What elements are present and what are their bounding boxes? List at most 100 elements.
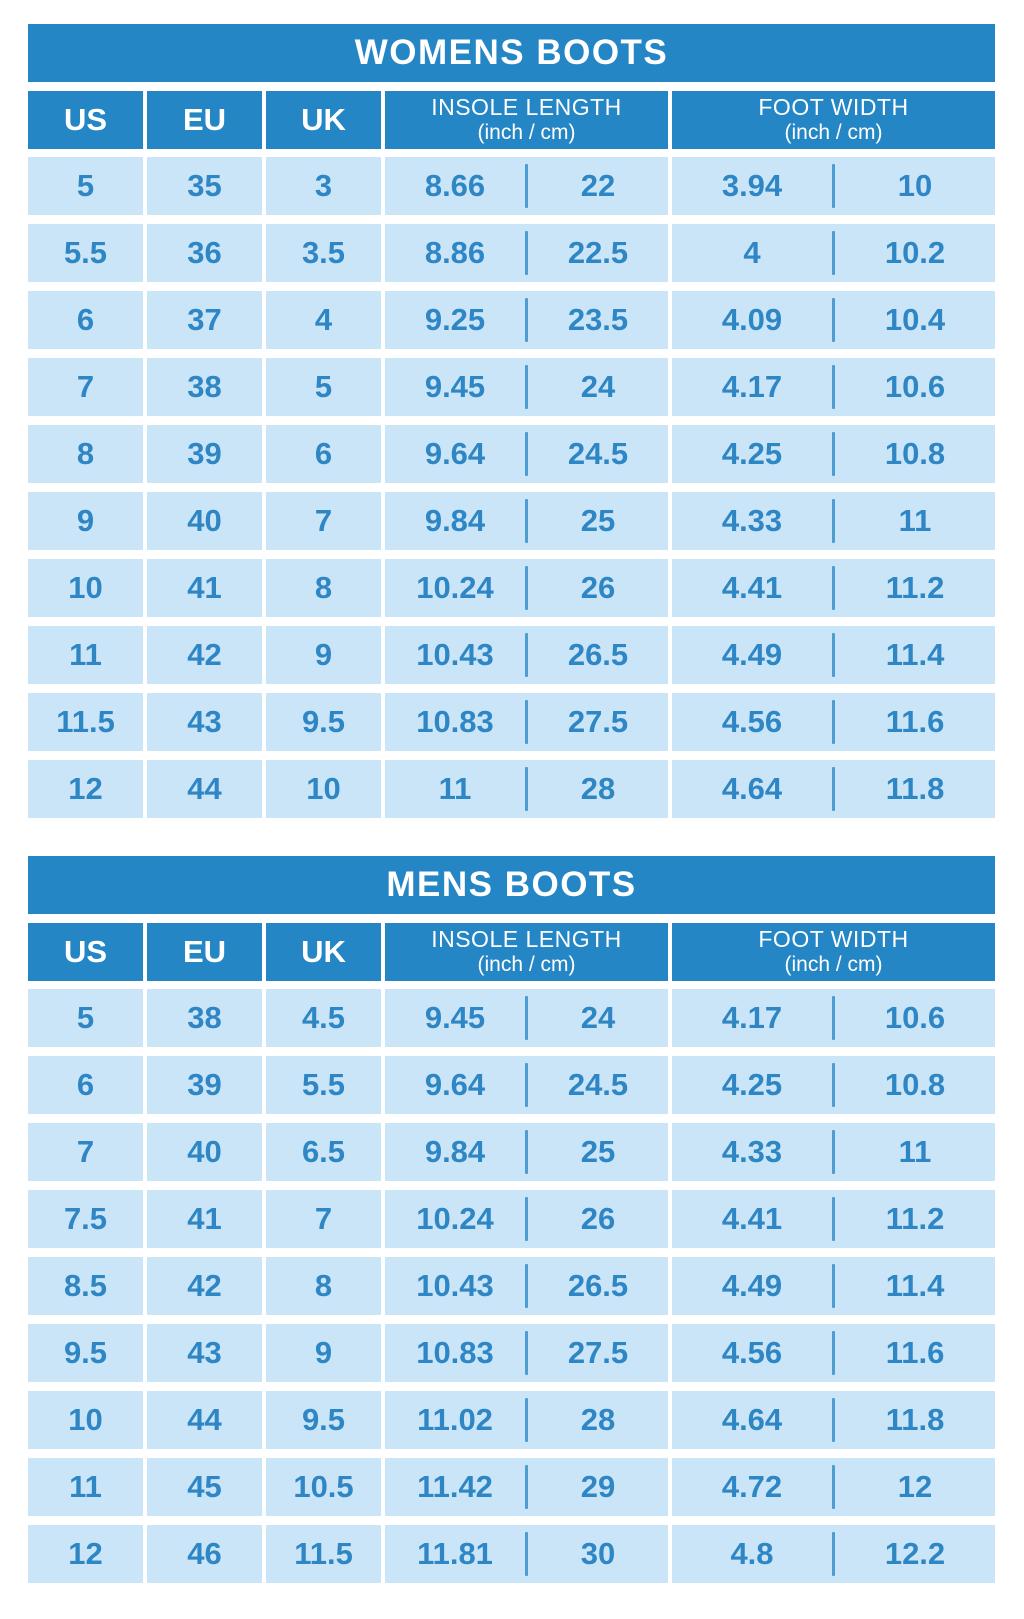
table-row: 10 44 9.5 11.02 28 4.64 11.8 — [28, 1391, 995, 1449]
table-row: 5.5 36 3.5 8.86 22.5 4 10.2 — [28, 224, 995, 282]
cell-us-size: 11 — [28, 626, 143, 684]
divider-line — [525, 1130, 528, 1174]
cell-eu-size: 36 — [147, 224, 262, 282]
cell-foot-width: 4.33 11 — [672, 1123, 995, 1181]
column-header-uk: UK — [266, 91, 381, 149]
divider-line — [832, 767, 835, 811]
cell-insole-cm: 30 — [580, 1536, 616, 1571]
divider-line — [525, 1465, 528, 1509]
cell-us-size: 6 — [28, 291, 143, 349]
divider-line — [832, 1465, 835, 1509]
column-header-insole-length: INSOLE LENGTH (inch / cm) — [385, 923, 668, 981]
divider-line — [525, 633, 528, 677]
cell-width-cm: 11.4 — [885, 1268, 945, 1303]
cell-width-cm: 10.6 — [884, 369, 946, 404]
cell-insole-inch: 9.45 — [424, 369, 486, 404]
divider-line — [832, 1197, 835, 1241]
cell-insole-length: 10.43 26.5 — [385, 626, 668, 684]
cell-eu-size: 38 — [147, 358, 262, 416]
cell-insole-inch: 11.02 — [417, 1402, 493, 1437]
cell-width-cm: 10.2 — [884, 235, 946, 270]
cell-width-cm: 10 — [897, 168, 933, 203]
cell-us-size: 9 — [28, 492, 143, 550]
cell-insole-cm: 24.5 — [567, 1067, 629, 1102]
column-header-eu: EU — [147, 923, 262, 981]
column-header-unit: (inch / cm) — [477, 953, 576, 977]
table-row: 9.5 43 9 10.83 27.5 4.56 11.6 — [28, 1324, 995, 1382]
cell-width-inch: 4.41 — [721, 1201, 783, 1236]
cell-foot-width: 4.49 11.4 — [672, 1257, 995, 1315]
column-header-unit: (inch / cm) — [477, 121, 576, 145]
cell-us-size: 9.5 — [28, 1324, 143, 1382]
cell-insole-cm: 28 — [580, 1402, 616, 1437]
divider-line — [832, 1264, 835, 1308]
cell-width-cm: 11.2 — [885, 1201, 945, 1236]
cell-insole-cm: 23.5 — [567, 302, 629, 337]
divider-line — [832, 432, 835, 476]
cell-width-inch: 4.17 — [721, 369, 783, 404]
cell-insole-length: 11 28 — [385, 760, 668, 818]
cell-insole-length: 11.81 30 — [385, 1525, 668, 1583]
divider-line — [525, 499, 528, 543]
column-header-label: FOOT WIDTH — [758, 926, 909, 953]
table-row: 7 40 6.5 9.84 25 4.33 11 — [28, 1123, 995, 1181]
cell-width-cm: 10.6 — [884, 1000, 946, 1035]
table-header-row: US EU UK INSOLE LENGTH (inch / cm) FOOT … — [28, 923, 995, 981]
cell-insole-cm: 24 — [580, 1000, 616, 1035]
cell-width-cm: 11.6 — [885, 704, 945, 739]
cell-eu-size: 38 — [147, 989, 262, 1047]
cell-insole-cm: 26.5 — [567, 1268, 629, 1303]
cell-insole-inch: 9.64 — [424, 1067, 486, 1102]
cell-uk-size: 4.5 — [266, 989, 381, 1047]
cell-uk-size: 7 — [266, 1190, 381, 1248]
table-row: 8 39 6 9.64 24.5 4.25 10.8 — [28, 425, 995, 483]
divider-line — [832, 1532, 835, 1576]
table-header-row: US EU UK INSOLE LENGTH (inch / cm) FOOT … — [28, 91, 995, 149]
cell-foot-width: 4.72 12 — [672, 1458, 995, 1516]
cell-uk-size: 9 — [266, 1324, 381, 1382]
cell-us-size: 10 — [28, 1391, 143, 1449]
cell-insole-cm: 22 — [580, 168, 616, 203]
table-row: 11 42 9 10.43 26.5 4.49 11.4 — [28, 626, 995, 684]
cell-insole-inch: 9.45 — [424, 1000, 486, 1035]
cell-uk-size: 5 — [266, 358, 381, 416]
table-body: 5 35 3 8.66 22 3.94 10 5.5 36 3.5 8.86 2… — [28, 157, 995, 818]
cell-width-cm: 12 — [897, 1469, 933, 1504]
cell-insole-inch: 11.81 — [417, 1536, 493, 1571]
divider-line — [832, 1398, 835, 1442]
column-header-label: INSOLE LENGTH — [431, 94, 622, 121]
mens-boots-table: MENS BOOTS US EU UK INSOLE LENGTH (inch … — [28, 856, 995, 1583]
cell-insole-length: 11.02 28 — [385, 1391, 668, 1449]
table-row: 8.5 42 8 10.43 26.5 4.49 11.4 — [28, 1257, 995, 1315]
cell-us-size: 10 — [28, 559, 143, 617]
cell-width-inch: 4.64 — [721, 771, 783, 806]
cell-insole-cm: 27.5 — [567, 704, 629, 739]
cell-foot-width: 4.56 11.6 — [672, 693, 995, 751]
divider-line — [525, 1197, 528, 1241]
divider-line — [832, 499, 835, 543]
table-title: MENS BOOTS — [386, 865, 637, 904]
cell-insole-length: 9.25 23.5 — [385, 291, 668, 349]
cell-uk-size: 11.5 — [266, 1525, 381, 1583]
cell-width-cm: 11.8 — [885, 771, 945, 806]
table-row: 7 38 5 9.45 24 4.17 10.6 — [28, 358, 995, 416]
cell-foot-width: 4.17 10.6 — [672, 358, 995, 416]
cell-insole-inch: 9.25 — [424, 302, 486, 337]
cell-us-size: 11 — [28, 1458, 143, 1516]
cell-foot-width: 4.41 11.2 — [672, 1190, 995, 1248]
table-row: 11.5 43 9.5 10.83 27.5 4.56 11.6 — [28, 693, 995, 751]
divider-line — [832, 298, 835, 342]
divider-line — [525, 231, 528, 275]
table-title: WOMENS BOOTS — [354, 33, 669, 72]
cell-us-size: 8 — [28, 425, 143, 483]
cell-insole-cm: 25 — [580, 503, 616, 538]
cell-width-inch: 4.25 — [721, 1067, 783, 1102]
cell-width-cm: 10.8 — [884, 436, 946, 471]
cell-width-inch: 4.25 — [721, 436, 783, 471]
cell-foot-width: 4 10.2 — [672, 224, 995, 282]
cell-eu-size: 41 — [147, 1190, 262, 1248]
cell-foot-width: 4.25 10.8 — [672, 1056, 995, 1114]
cell-uk-size: 9 — [266, 626, 381, 684]
cell-insole-inch: 10.83 — [416, 1335, 494, 1370]
cell-insole-inch: 9.84 — [424, 1134, 486, 1169]
